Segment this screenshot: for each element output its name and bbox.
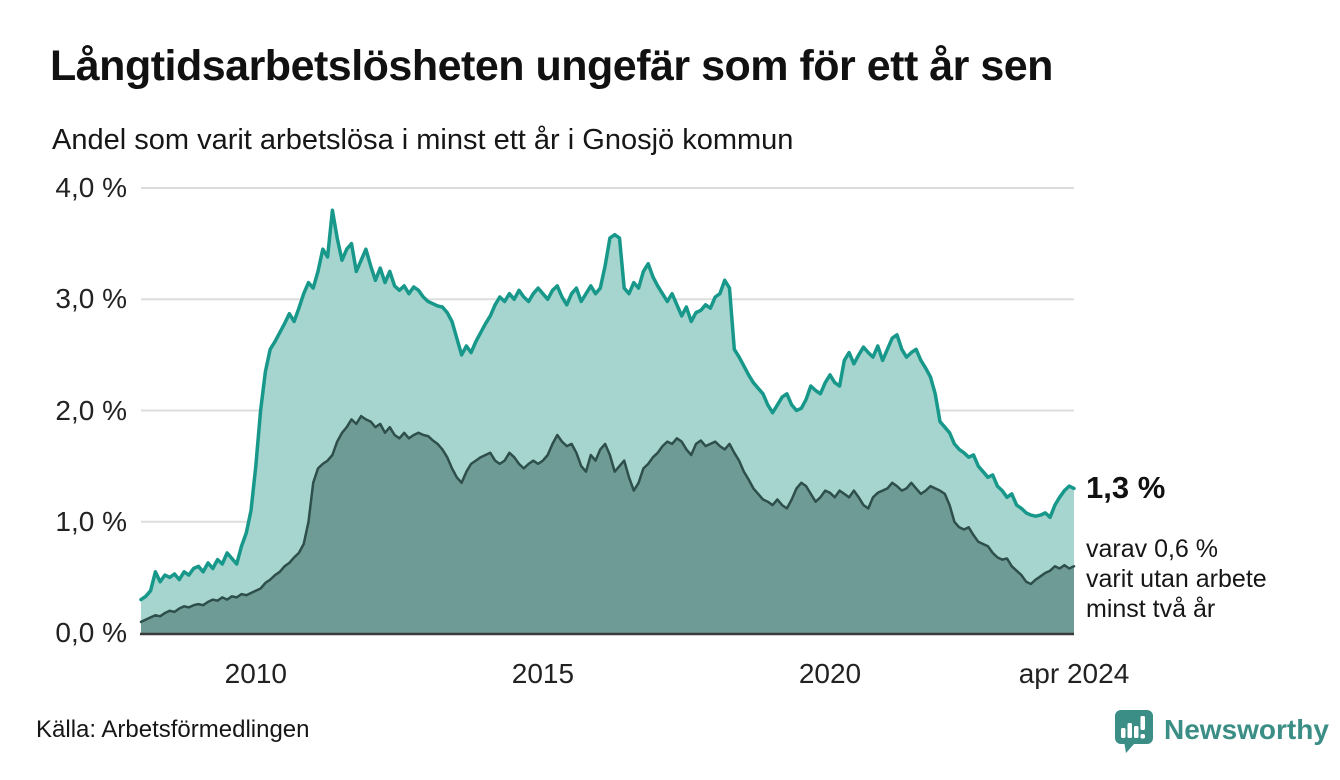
page-title: Långtidsarbetslösheten ungefär som för e…: [50, 42, 1053, 90]
secondary-annotation-line1: varav 0,6 %: [1086, 535, 1219, 563]
latest-value-annotation: 1,3 %: [1086, 470, 1166, 505]
x-axis-label: 2020: [798, 658, 862, 689]
y-axis-label: 1,0 %: [55, 505, 127, 537]
secondary-annotation: varav 0,6 % varit utan arbete minst två …: [1086, 534, 1267, 624]
chart-subtitle: Andel som varit arbetslösa i minst ett å…: [52, 124, 794, 156]
source-note: Källa: Arbetsförmedlingen: [36, 716, 310, 743]
y-axis-label: 0,0 %: [55, 617, 127, 648]
y-axis-label: 2,0 %: [55, 394, 127, 426]
secondary-annotation-line3: minst två år: [1086, 595, 1216, 623]
area-fill: [141, 416, 1074, 633]
x-axis-label: 2015: [511, 658, 575, 689]
x-axis-label: apr 2024: [1018, 658, 1130, 689]
secondary-annotation-line2: varit utan arbete: [1086, 565, 1267, 593]
series-line: [139, 208, 1076, 602]
x-axis-label: 2010: [224, 658, 287, 689]
brand-logo: Newsworthy: [1112, 708, 1329, 754]
brand-name: Newsworthy: [1164, 714, 1329, 745]
y-axis-label: 3,0 %: [55, 283, 127, 315]
series-line: [139, 414, 1076, 624]
y-axis-label: 4,0 %: [55, 172, 127, 203]
bar-chart-speech-bubble-icon: [1112, 708, 1156, 754]
area-series: [139, 208, 1076, 634]
